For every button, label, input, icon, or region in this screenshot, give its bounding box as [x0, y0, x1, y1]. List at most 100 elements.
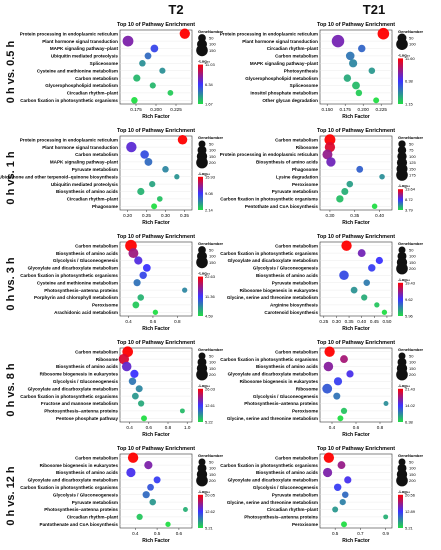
data-point [140, 150, 149, 159]
category-label: Phagosome [292, 167, 318, 172]
x-tick-label: 0.4 [125, 319, 132, 324]
data-point [159, 67, 166, 74]
color-legend-title: -Log₁₀ [198, 489, 210, 494]
x-tick-label: 0.7 [357, 531, 364, 536]
data-point [177, 134, 188, 145]
data-point [179, 28, 190, 39]
color-legend-title: -Log₁₀ [398, 277, 410, 282]
data-point [149, 498, 156, 506]
category-label: Ribosome [296, 145, 319, 150]
size-legend-dot [398, 140, 406, 148]
data-point [349, 59, 358, 68]
category-label: Glycolysis / Gluconeogenesis [53, 492, 119, 497]
x-axis-label: Rich Factor [342, 220, 370, 226]
size-legend-title: GeneNumber [398, 347, 424, 352]
chart-title: Top 10 of Pathway Enrichment [317, 340, 395, 346]
color-legend-tick: 21.43 [405, 386, 416, 391]
size-legend-value: 100 [409, 254, 416, 259]
data-point [150, 44, 159, 53]
data-point [357, 249, 366, 258]
size-legend-dot [196, 156, 208, 169]
data-point [352, 81, 360, 90]
x-tick-label: 0.45 [370, 319, 379, 324]
color-legend-title: -Log₁₀ [198, 171, 210, 176]
category-label: Inositol phosphate metabolism [250, 91, 318, 96]
data-point [141, 415, 147, 422]
x-tick-label: 0.6 [146, 425, 153, 430]
data-point [165, 521, 171, 527]
category-label: Circadian rhythm–plant [267, 507, 319, 512]
size-legend-dot [396, 474, 408, 487]
data-point [322, 149, 333, 160]
data-point [332, 506, 339, 513]
data-point [130, 369, 139, 379]
category-label: Photosynthesis–antenna proteins [44, 288, 118, 293]
category-label: Fructose and mannose metabolism [41, 401, 118, 406]
size-legend-dot [196, 44, 208, 57]
category-label: Peroxisome [292, 182, 318, 187]
size-legend-value: 100 [209, 466, 216, 471]
size-legend-dot [398, 352, 406, 360]
data-point [128, 377, 137, 386]
data-point [137, 187, 145, 196]
data-point [333, 392, 341, 400]
data-point [128, 248, 139, 259]
data-point [126, 467, 136, 478]
category-label: Ribosome biogenesis in eukaryotes [40, 372, 119, 377]
category-label: Circadian rhythm–plant [67, 197, 119, 202]
size-legend-dot [398, 246, 406, 254]
row-header-3h: 0 h vs. 3 h [5, 257, 17, 311]
data-point [147, 483, 154, 491]
color-legend-tick: 12.61 [205, 403, 216, 408]
color-legend-tick: 9.08 [205, 191, 214, 196]
x-tick-label: 0.8 [165, 425, 172, 430]
category-label: Ribosome biogenesis in eukaryotes [40, 463, 119, 468]
category-label: Lysine degradation [276, 174, 318, 179]
x-axis-label: Rich Factor [342, 538, 370, 544]
data-point [144, 52, 152, 60]
size-legend-dot [198, 352, 206, 360]
color-legend-tick: 3.79 [405, 208, 414, 213]
data-point [324, 134, 336, 146]
data-point [343, 74, 352, 82]
data-point [333, 377, 343, 386]
x-tick-label: 0.6 [176, 531, 183, 536]
category-label: Carbon metabolism [75, 243, 118, 248]
category-label: Glyoxylate and dicarboxylate metabolism [28, 478, 118, 483]
x-tick-label: 0.50 [382, 319, 391, 324]
data-point [336, 195, 344, 203]
data-point [331, 34, 345, 48]
data-point [323, 361, 334, 372]
x-tick-label: 0.225 [170, 107, 182, 112]
x-tick-label: 0.150 [321, 107, 333, 112]
enrichment-chart: Top 10 of Pathway Enrichment Carbon metab… [20, 446, 224, 544]
x-axis-label: Rich Factor [142, 220, 170, 226]
enrichment-chart: Top 10 of Pathway Enrichment Carbon metab… [220, 128, 424, 226]
size-legend-title: GeneNumber [198, 453, 224, 458]
color-legend-tick: 11.60 [405, 56, 415, 61]
data-point [361, 294, 368, 301]
data-point [340, 407, 348, 415]
size-legend-value: 200 [209, 372, 216, 377]
chart-title: Top 10 of Pathway Enrichment [317, 128, 395, 134]
color-legend-bar [398, 58, 403, 104]
data-point [350, 286, 358, 294]
data-point [149, 82, 156, 89]
category-label: Glycerophospholipid metabolism [245, 76, 318, 81]
color-legend-tick: 12.62 [205, 509, 216, 514]
x-tick-label: 0.4 [132, 531, 139, 536]
category-label: Spliceosome [90, 61, 119, 66]
category-label: Peroxisome [292, 522, 318, 527]
size-legend-value: 50 [409, 142, 414, 147]
size-legend-value: 100 [409, 42, 416, 47]
data-point [322, 383, 333, 394]
x-axis-label: Rich Factor [342, 326, 370, 332]
category-label: Carotenoid biosynthesis [264, 310, 318, 315]
x-tick-label: 0.6 [150, 319, 157, 324]
data-point [358, 44, 366, 53]
category-label: Glycolysis / Gluconeogenesis [253, 394, 319, 399]
data-point [133, 279, 141, 287]
x-tick-label: 0.30 [161, 213, 170, 218]
category-label: Glyoxylate and dicarboxylate metabolism [228, 478, 318, 483]
category-label: Plant hormone signal transduction [42, 39, 118, 44]
